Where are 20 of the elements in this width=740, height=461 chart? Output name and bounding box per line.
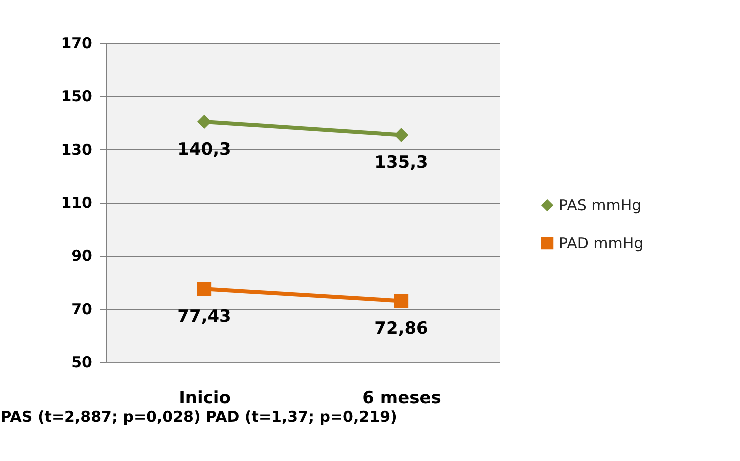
data-label: 72,86: [374, 319, 428, 340]
y-tick-label: 110: [61, 194, 92, 212]
text: PAS (t=2,887; p=0,028) PAD (t=1,37; p=0,219): [0, 408, 398, 426]
point: [197, 282, 212, 296]
y-tick-label: 150: [61, 88, 92, 106]
point: [197, 114, 212, 130]
point: [394, 294, 409, 308]
x-tick-label: Inicio: [179, 388, 231, 408]
y-tick-label: 70: [72, 300, 92, 318]
y-tick-label: 50: [72, 354, 92, 372]
y-tick-label: 90: [72, 247, 92, 266]
x-tick-label: 6 meses: [362, 388, 442, 408]
point: [394, 128, 409, 142]
y-tick-label: 170: [61, 34, 92, 52]
data-label: 135,3: [374, 153, 428, 174]
y-tick-label: 130: [61, 140, 92, 159]
data-label: 77,43: [178, 307, 232, 328]
data-label: 140,3: [178, 140, 232, 160]
legend-label: PAD mmHg: [559, 234, 644, 252]
legend-label: PAS mmHg: [559, 196, 642, 214]
